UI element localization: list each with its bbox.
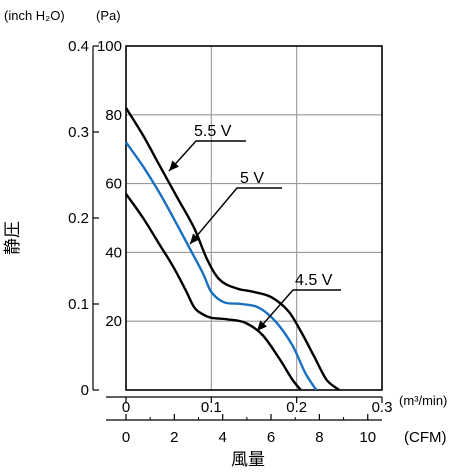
performance-curves xyxy=(124,107,341,391)
y-axis-inch-h2o: 0 0.1 0.2 0.3 0.4 xyxy=(68,38,99,399)
y-axis-pa-unit: (Pa) xyxy=(96,8,121,23)
y-tick-label-inch-h2o: 0.1 xyxy=(68,296,89,313)
x-axis-cfm-unit: (CFM) xyxy=(404,429,446,446)
y-axis-title: 静圧 xyxy=(3,221,22,255)
x-tick-label-cfm: 10 xyxy=(359,429,376,446)
curve-4-5-v xyxy=(125,193,302,391)
grid-lines xyxy=(126,46,382,390)
x-tick-label-cfm: 2 xyxy=(170,429,178,446)
annotation-leader-5-v xyxy=(189,187,282,245)
y-tick-label-inch-h2o: 0.2 xyxy=(68,210,89,227)
x-tick-label-m3min: 0.3 xyxy=(372,399,393,416)
x-tick-label-m3min: 0.1 xyxy=(201,399,222,416)
annotation-label-4-5-v: 4.5 V xyxy=(295,272,333,289)
y-axis-inch-h2o-unit: (inch H₂O) xyxy=(4,8,65,23)
annotation-label-5-5-v: 5.5 V xyxy=(194,123,232,140)
y-tick-label-inch-h2o: 0.4 xyxy=(68,38,89,55)
y-tick-label-inch-h2o: 0 xyxy=(81,382,89,399)
y-tick-label-inch-h2o: 0.3 xyxy=(68,124,89,141)
y-tick-label-pa: 100 xyxy=(97,38,122,55)
x-axis-cfm: 0 2 4 6 8 10 xyxy=(106,414,382,446)
curve-annotations: 5.5 V 5 V 4.5 V xyxy=(168,123,341,332)
x-tick-label-cfm: 6 xyxy=(267,429,275,446)
x-axis-m3min-unit: (m³/min) xyxy=(399,393,447,408)
annotation-label-5-v: 5 V xyxy=(240,170,264,187)
x-tick-label-cfm: 0 xyxy=(122,429,130,446)
y-tick-label-pa: 60 xyxy=(105,176,122,193)
x-axis-m3min: 0 0.1 0.2 0.3 xyxy=(106,396,393,416)
y-tick-label-pa: 80 xyxy=(105,107,122,124)
x-tick-label-cfm: 8 xyxy=(315,429,323,446)
y-tick-label-pa: 20 xyxy=(105,313,122,330)
y-axis-pa: 20 40 60 80 100 xyxy=(97,38,122,330)
x-tick-label-m3min: 0.2 xyxy=(286,399,307,416)
annotation-arrowhead-5-5-v xyxy=(169,160,180,171)
annotation-arrowhead-5-v xyxy=(190,233,200,244)
x-tick-label-m3min: 0 xyxy=(122,399,130,416)
annotation-leader-5-5-v xyxy=(168,140,246,172)
curve-5-5-v xyxy=(124,107,341,391)
annotation-leader-4-5-v xyxy=(256,289,341,332)
plot-frame xyxy=(125,45,383,391)
x-tick-label-cfm: 4 xyxy=(219,429,227,446)
x-axis-title: 風量 xyxy=(231,450,265,469)
annotation-arrowhead-4-5-v xyxy=(257,320,267,331)
curve-5-v xyxy=(125,141,318,391)
y-tick-label-pa: 40 xyxy=(105,244,122,261)
